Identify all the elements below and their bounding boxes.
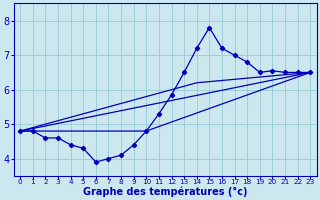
X-axis label: Graphe des températures (°c): Graphe des températures (°c) xyxy=(83,186,247,197)
